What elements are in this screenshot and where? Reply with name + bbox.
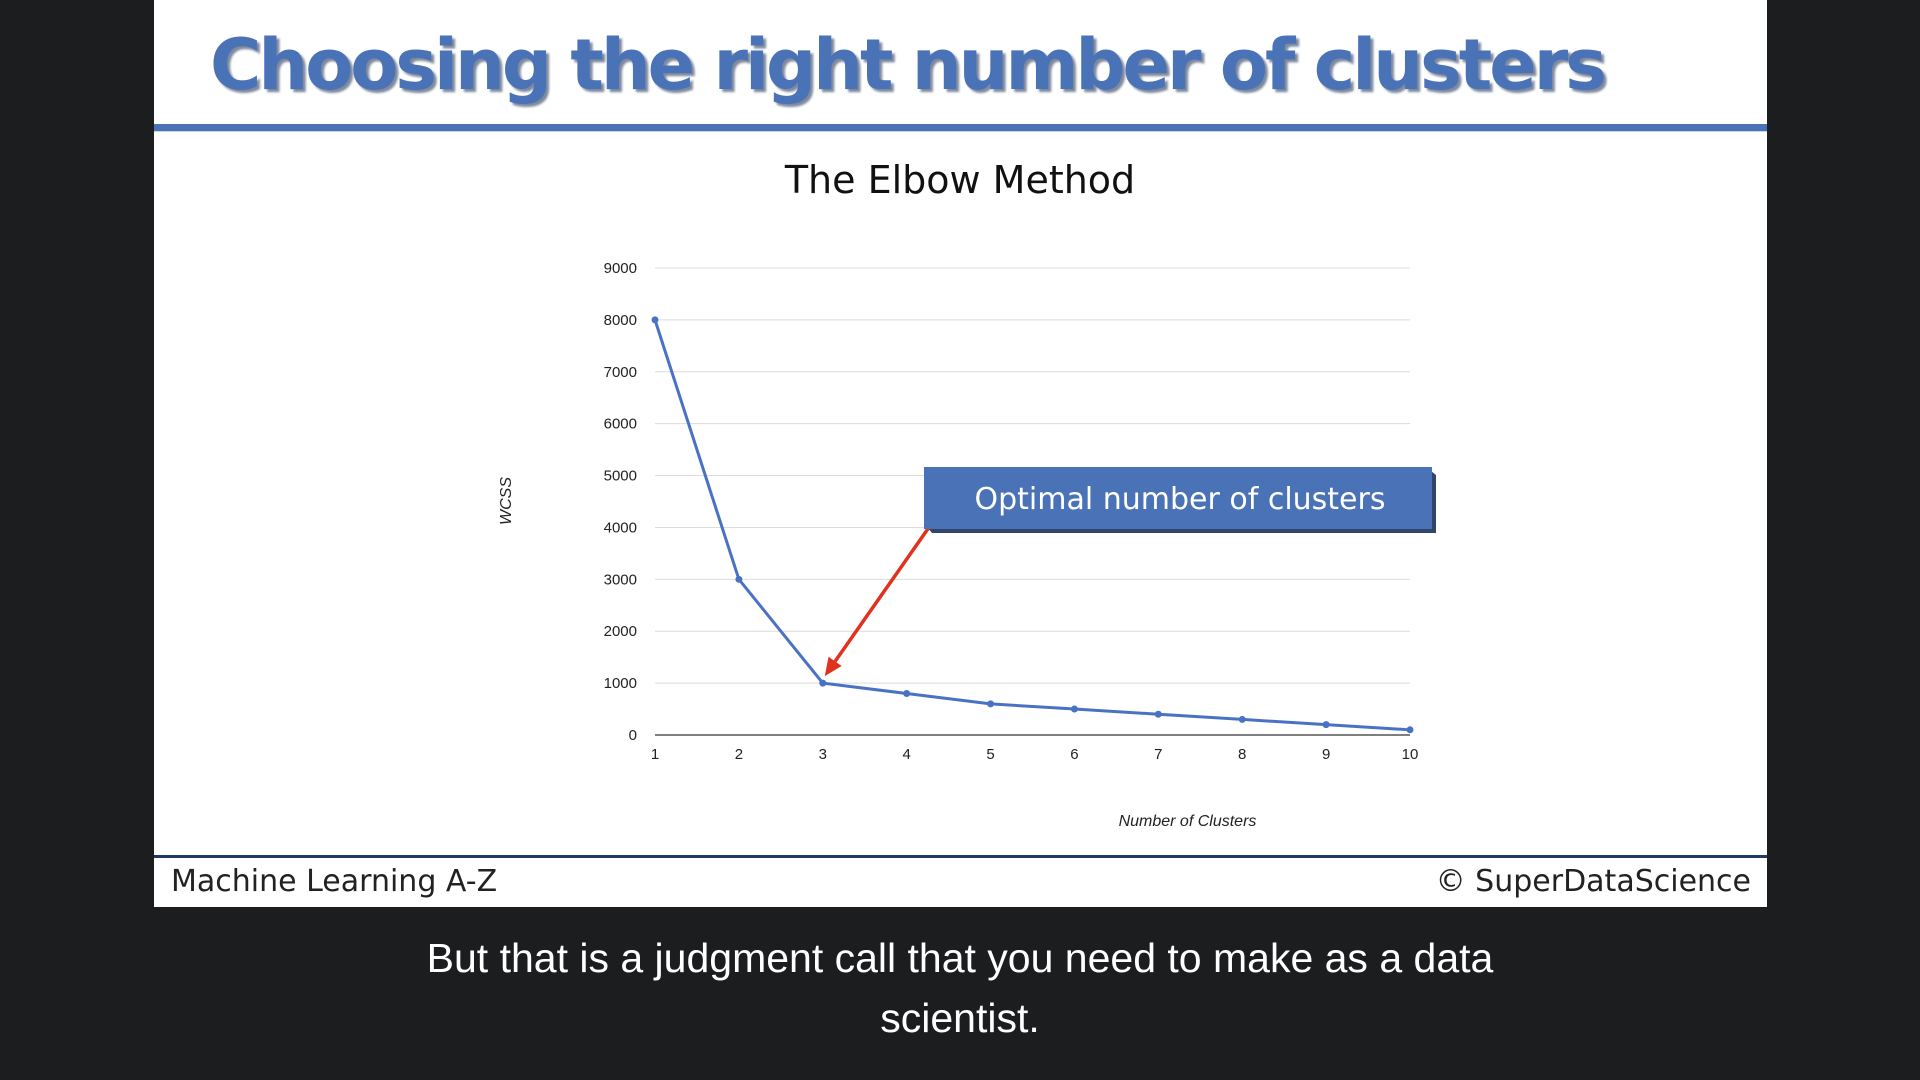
slide: Choosing the right number of clusters Th… [154,0,1767,907]
data-points [651,316,1414,734]
x-tick-label: 8 [1238,746,1246,763]
annotation-box [924,467,1432,529]
annotation-text: Optimal number of clusters [975,482,1386,517]
y-tick-label: 0 [629,727,637,744]
x-tick-labels: 1 2 3 4 5 6 7 8 9 10 [651,746,1419,763]
y-tick-label: 9000 [604,260,637,277]
x-tick-label: 5 [986,746,994,763]
x-tick-label: 1 [651,746,659,763]
slide-title: Choosing the right number of clusters [210,24,1607,106]
data-point-10 [1406,726,1414,734]
y-tick-label: 7000 [604,364,637,381]
y-tick-label: 5000 [604,468,637,485]
x-tick-label: 2 [735,746,743,763]
y-tick-label: 6000 [604,416,637,433]
data-point-4 [903,689,911,697]
y-tick-label: 2000 [604,623,637,640]
x-tick-label: 10 [1402,746,1419,763]
video-caption: But that is a judgment call that you nee… [0,928,1920,1048]
annotation-arrow [833,521,934,663]
x-tick-label: 9 [1322,746,1330,763]
data-point-1 [651,316,659,324]
data-point-9 [1322,721,1330,729]
course-name: Machine Learning A-Z [171,864,498,899]
annotation-callout: Optimal number of clusters [824,467,1436,677]
caption-line-2: scientist. [880,995,1040,1041]
x-tick-label: 7 [1154,746,1162,763]
copyright: © SuperDataScience [1435,864,1751,899]
data-point-3 [819,679,827,687]
x-tick-label: 3 [819,746,827,763]
x-tick-label: 6 [1070,746,1078,763]
y-axis-label: WCSS [498,477,515,525]
title-divider [154,124,1767,132]
annotation-arrowhead [824,656,842,677]
y-tick-label: 8000 [604,312,637,329]
data-point-6 [1070,705,1078,713]
data-point-2 [735,575,743,583]
caption-line-1: But that is a judgment call that you nee… [426,935,1494,981]
data-point-8 [1238,715,1246,723]
x-tick-label: 4 [902,746,910,763]
x-axis-label: Number of Clusters [1119,813,1257,830]
chart-title: The Elbow Method [784,158,1135,202]
y-tick-label: 1000 [604,675,637,692]
footer-divider [154,855,1767,858]
series-line-wcss [653,319,1411,732]
y-tick-label: 4000 [604,519,637,536]
data-point-5 [987,700,995,708]
data-point-7 [1154,710,1162,718]
y-tick-labels: 0 1000 2000 3000 4000 5000 6000 7000 8000 9000 [604,260,637,744]
y-tick-label: 3000 [604,571,637,588]
elbow-chart: The Elbow Method 01000200030004000500060… [498,158,1436,830]
